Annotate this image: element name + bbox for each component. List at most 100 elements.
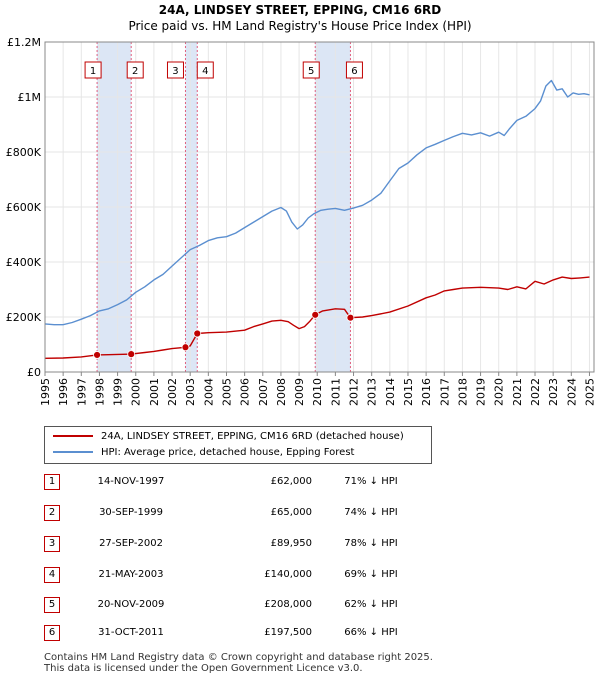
x-tick-label: 1996 <box>57 378 70 406</box>
transaction-point <box>193 329 202 338</box>
legend-label-property: 24A, LINDSEY STREET, EPPING, CM16 6RD (d… <box>101 431 404 442</box>
y-tick-label: £600K <box>6 201 42 214</box>
transaction-marker-label: 1 <box>44 474 60 490</box>
transaction-date: 20-NOV-2009 <box>97 599 165 610</box>
transaction-label-box <box>196 61 214 79</box>
x-tick-label: 2004 <box>202 378 215 406</box>
transaction-hpi-diff: 74% ↓ HPI <box>344 507 398 518</box>
transaction-row: 3 27-SEP-2002 £89,950 78% ↓ HPI <box>44 534 464 554</box>
transaction-date: 30-SEP-1999 <box>99 507 163 518</box>
transaction-label-number: 6 <box>351 66 357 77</box>
x-tick-label: 2021 <box>511 378 524 406</box>
x-tick-label: 2003 <box>184 378 197 406</box>
transaction-date: 21-MAY-2003 <box>98 569 164 580</box>
transaction-hpi-diff: 78% ↓ HPI <box>344 538 398 549</box>
transaction-price: £140,000 <box>264 569 312 580</box>
legend-swatch-property <box>53 435 93 437</box>
legend-item-property: 24A, LINDSEY STREET, EPPING, CM16 6RD (d… <box>53 429 404 445</box>
legend-item-hpi: HPI: Average price, detached house, Eppi… <box>53 445 354 461</box>
x-tick-label: 2010 <box>311 378 324 406</box>
footer-copyright: Contains HM Land Registry data © Crown c… <box>44 652 433 663</box>
transaction-point <box>181 343 190 352</box>
transaction-label-number: 3 <box>172 66 178 77</box>
transaction-label-box <box>126 61 144 79</box>
transaction-marker-label: 3 <box>44 536 60 552</box>
footer-licence: This data is licensed under the Open Gov… <box>44 663 363 674</box>
y-tick-label: £200K <box>6 311 42 324</box>
transaction-marker-label: 6 <box>44 625 60 641</box>
chart-title: 24A, LINDSEY STREET, EPPING, CM16 6RD <box>158 3 442 17</box>
transaction-hpi-diff: 71% ↓ HPI <box>344 476 398 487</box>
property-price-line <box>44 276 590 359</box>
chart-area: 1 2 3 4 5 6 £0 £200K £400K £600K £800K £1M £1.2M 1995… <box>6 36 597 406</box>
x-tick-label: 2009 <box>293 378 306 406</box>
x-tick-label: 1995 <box>39 378 52 406</box>
transaction-marker-label: 2 <box>44 505 60 521</box>
transaction-label-box <box>302 61 320 79</box>
chart-subtitle: Price paid vs. HM Land Registry's House … <box>128 19 472 33</box>
x-tick-label: 2001 <box>148 378 161 406</box>
x-tick-label: 2013 <box>366 378 379 406</box>
transaction-label-number: 2 <box>132 66 138 77</box>
transaction-date: 14-NOV-1997 <box>97 476 165 487</box>
transaction-label-box <box>166 61 184 79</box>
x-tick-label: 2000 <box>130 378 143 406</box>
plot-frame <box>44 41 595 373</box>
x-tick-label: 2014 <box>384 378 397 406</box>
legend: 24A, LINDSEY STREET, EPPING, CM16 6RD (d… <box>44 426 432 464</box>
y-tick-label: £400K <box>6 256 42 269</box>
transaction-row: 1 14-NOV-1997 £62,000 71% ↓ HPI <box>44 472 464 492</box>
transaction-price: £65,000 <box>270 507 312 518</box>
transaction-date: 31-OCT-2011 <box>98 627 164 638</box>
transaction-price: £89,950 <box>270 538 312 549</box>
transaction-hpi-diff: 69% ↓ HPI <box>344 569 398 580</box>
hpi-line <box>44 79 590 326</box>
y-tick-label: £0 <box>27 366 41 379</box>
transaction-hpi-diff: 62% ↓ HPI <box>344 599 398 610</box>
transaction-marker-label: 5 <box>44 597 60 613</box>
x-tick-label: 2025 <box>583 378 596 406</box>
x-tick-label: 2018 <box>456 378 469 406</box>
transaction-point <box>93 351 101 359</box>
x-tick-label: 1997 <box>75 378 88 406</box>
x-tick-label: 2015 <box>402 378 415 406</box>
transaction-date: 27-SEP-2002 <box>99 538 163 549</box>
transaction-point <box>346 313 355 322</box>
x-tick-label: 2017 <box>438 378 451 406</box>
x-tick-label: 2016 <box>420 378 433 406</box>
transaction-price: £208,000 <box>264 599 312 610</box>
transaction-label-number: 5 <box>308 66 314 77</box>
transaction-price: £197,500 <box>264 627 312 638</box>
legend-swatch-hpi <box>53 451 93 453</box>
x-tick-label: 2024 <box>565 378 578 406</box>
transaction-point <box>311 310 320 319</box>
x-tick-label: 2005 <box>220 378 233 406</box>
x-tick-label: 2008 <box>275 378 288 406</box>
x-tick-label: 1998 <box>93 378 106 406</box>
x-tick-label: 2012 <box>348 378 361 406</box>
y-tick-label: £800K <box>6 146 42 159</box>
x-tick-label: 2020 <box>493 378 506 406</box>
transaction-row: 2 30-SEP-1999 £65,000 74% ↓ HPI <box>44 503 464 523</box>
x-tick-label: 2023 <box>547 378 560 406</box>
y-tick-label: £1.2M <box>7 36 41 49</box>
transaction-label-box <box>84 61 102 79</box>
transaction-label-number: 4 <box>202 66 208 77</box>
x-tick-label: 1999 <box>112 378 125 406</box>
transaction-hpi-diff: 66% ↓ HPI <box>344 627 398 638</box>
x-tick-label: 2007 <box>257 378 270 406</box>
legend-label-hpi: HPI: Average price, detached house, Eppi… <box>101 447 355 458</box>
transaction-point <box>127 350 136 359</box>
x-tick-label: 2022 <box>529 378 542 406</box>
x-tick-label: 2006 <box>239 378 252 406</box>
transaction-label-box <box>345 61 363 79</box>
x-tick-label: 2002 <box>166 378 179 406</box>
transaction-label-number: 1 <box>90 66 96 77</box>
transaction-row: 4 21-MAY-2003 £140,000 69% ↓ HPI <box>44 565 464 585</box>
transaction-marker-label: 4 <box>44 567 60 583</box>
x-tick-label: 2019 <box>475 378 488 406</box>
transaction-row: 5 20-NOV-2009 £208,000 62% ↓ HPI <box>44 595 464 615</box>
x-tick-label: 2011 <box>329 378 342 406</box>
transaction-row: 6 31-OCT-2011 £197,500 66% ↓ HPI <box>44 623 464 643</box>
transaction-price: £62,000 <box>270 476 312 487</box>
